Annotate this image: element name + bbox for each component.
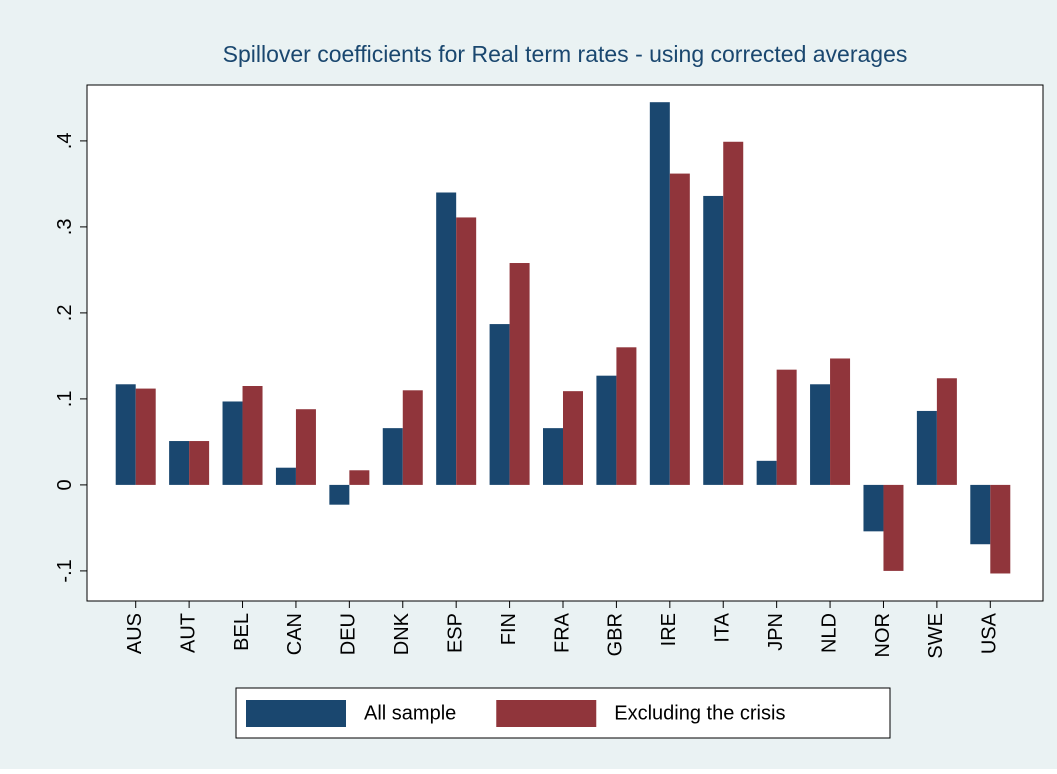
x-tick-label: GBR xyxy=(605,613,627,656)
bar xyxy=(776,369,797,485)
y-tick-label: .2 xyxy=(54,305,76,322)
bar xyxy=(596,375,617,485)
bar xyxy=(169,441,190,485)
y-tick-label: .4 xyxy=(54,133,76,150)
x-tick-label: ESP xyxy=(444,613,466,653)
bar xyxy=(669,173,690,485)
bar xyxy=(543,428,563,485)
bar xyxy=(402,390,423,485)
legend-label: Excluding the crisis xyxy=(614,702,785,724)
x-tick-label: NOR xyxy=(872,613,894,657)
bar xyxy=(990,484,1011,574)
bar xyxy=(382,428,403,485)
x-tick-label: DEU xyxy=(338,613,360,655)
bar xyxy=(349,470,370,485)
bar xyxy=(649,102,670,485)
bar xyxy=(756,460,777,485)
x-tick-label: ITA xyxy=(712,612,734,642)
x-tick-label: CAN xyxy=(284,613,306,655)
bar xyxy=(563,391,583,485)
bar xyxy=(916,410,937,485)
bar xyxy=(616,347,637,485)
bar xyxy=(115,384,136,485)
bar xyxy=(329,484,350,505)
y-tick-label: .3 xyxy=(54,219,76,236)
x-tick-label: USA xyxy=(979,612,1001,654)
x-tick-label: NLD xyxy=(818,613,840,653)
y-tick-label: 0 xyxy=(54,479,76,490)
legend-swatch xyxy=(496,700,597,727)
bar xyxy=(436,192,457,485)
y-tick-label: .1 xyxy=(54,391,76,408)
bar xyxy=(222,401,243,485)
x-tick-label: AUS xyxy=(124,613,146,654)
bar xyxy=(830,358,851,485)
legend-label: All sample xyxy=(364,702,456,724)
chart-title: Spillover coefficients for Real term rat… xyxy=(223,41,908,67)
bar xyxy=(189,441,210,485)
bar xyxy=(883,484,904,571)
bar xyxy=(810,384,831,485)
bar xyxy=(135,388,156,485)
x-tick-label: IRE xyxy=(658,613,680,646)
bar xyxy=(863,484,884,532)
x-tick-label: DNK xyxy=(391,612,413,655)
y-tick-label: -.1 xyxy=(54,559,76,582)
bar xyxy=(970,484,991,545)
x-tick-label: JPN xyxy=(765,613,787,651)
legend-swatch xyxy=(246,700,346,727)
x-tick-label: SWE xyxy=(925,613,947,659)
bar xyxy=(275,467,296,485)
x-tick-label: AUT xyxy=(177,613,199,653)
bar xyxy=(723,141,744,485)
bar xyxy=(703,195,724,485)
bar xyxy=(242,386,263,485)
x-tick-label: FIN xyxy=(498,613,520,645)
bar xyxy=(456,217,477,485)
bar xyxy=(936,378,957,485)
x-tick-label: BEL xyxy=(231,613,253,651)
x-tick-label: FRA xyxy=(551,612,573,653)
bar xyxy=(295,409,316,485)
bar xyxy=(509,263,530,485)
bar xyxy=(489,324,510,485)
